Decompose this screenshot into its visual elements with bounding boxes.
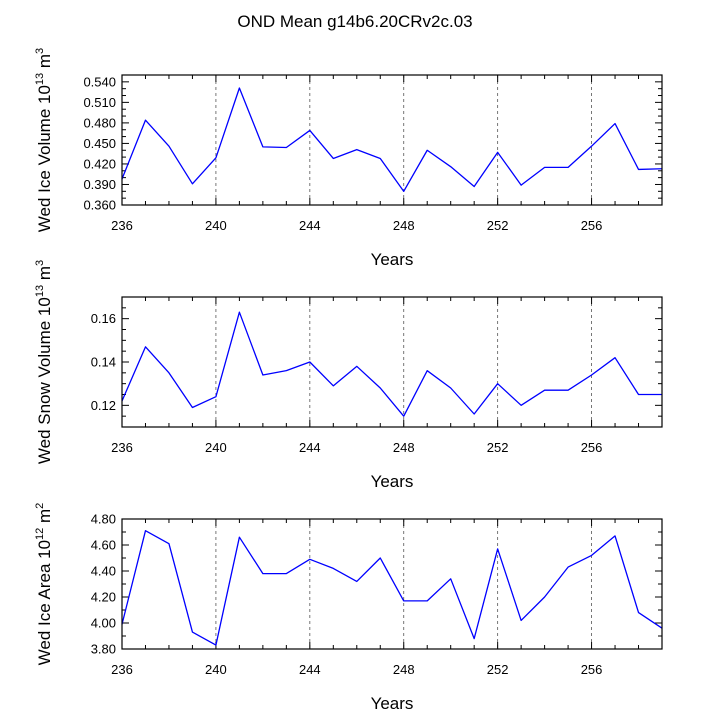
y-tick-label: 0.360 <box>83 198 116 213</box>
y-axis-title-text: Wed Ice Area 10 <box>35 540 54 665</box>
x-tick-label: 240 <box>205 662 227 677</box>
x-tick-label: 256 <box>581 218 603 233</box>
plot-frame <box>121 296 663 428</box>
y-tick-label: 4.80 <box>91 512 116 527</box>
y-axis-title: Wed Ice Area 1012 m2 <box>34 503 54 666</box>
y-axis-title-unit-exponent: 2 <box>34 503 46 509</box>
y-axis-title-unit-exponent: 3 <box>34 260 46 266</box>
y-tick-label: 3.80 <box>91 642 116 657</box>
x-tick-label: 240 <box>205 218 227 233</box>
y-axis-title-unit: m <box>35 509 54 528</box>
y-axis-title-unit: m <box>35 266 54 285</box>
y-axis-title-unit-exponent: 3 <box>34 48 46 54</box>
y-tick-label: 0.450 <box>83 136 116 151</box>
x-tick-label: 244 <box>299 662 321 677</box>
x-tick-label: 256 <box>581 662 603 677</box>
y-axis-title: Wed Snow Volume 1013 m3 <box>34 260 54 464</box>
y-tick-label: 4.00 <box>91 616 116 631</box>
y-tick-label: 0.420 <box>83 156 116 171</box>
x-axis-title: Years <box>371 694 414 710</box>
x-tick-label: 236 <box>111 440 133 455</box>
x-tick-label: 248 <box>393 662 415 677</box>
y-axis-title-exponent: 13 <box>34 73 46 85</box>
y-axis-title-unit: m <box>35 54 54 73</box>
x-tick-label: 244 <box>299 440 321 455</box>
y-tick-label: 0.510 <box>83 95 116 110</box>
x-axis-title: Years <box>371 472 414 491</box>
y-tick-label: 0.390 <box>83 177 116 192</box>
y-tick-label: 0.540 <box>83 74 116 89</box>
x-tick-label: 248 <box>393 440 415 455</box>
x-tick-label: 240 <box>205 440 227 455</box>
y-tick-label: 0.14 <box>91 355 116 370</box>
axis-ticks <box>121 74 663 206</box>
y-tick-label: 0.16 <box>91 311 116 326</box>
x-tick-label: 252 <box>487 662 509 677</box>
y-tick-label: 4.40 <box>91 564 116 579</box>
panel-ice-area: 3.80 4.00 4.20 4.40 4.60 4.80 236 240 244 248 252 2… <box>34 503 663 710</box>
axis-ticks <box>121 296 663 428</box>
y-axis-title-exponent: 13 <box>34 285 46 297</box>
y-axis-title-exponent: 12 <box>34 528 46 540</box>
x-tick-label: 236 <box>111 662 133 677</box>
plot-frame <box>121 518 663 650</box>
panel-snow-volume: 0.12 0.14 0.16 236 240 244 248 252 256 Years Wed S… <box>34 260 663 491</box>
x-tick-label: 248 <box>393 218 415 233</box>
y-tick-label: 4.60 <box>91 538 116 553</box>
series-line <box>121 311 662 417</box>
panel-ice-volume: 0.360 0.390 0.420 0.450 0.480 0.510 0.540 236 24… <box>34 48 663 269</box>
x-axis-title: Years <box>371 250 414 269</box>
series-line <box>121 87 663 192</box>
y-tick-label: 0.480 <box>83 115 116 130</box>
axis-ticks <box>121 518 663 650</box>
chart-title: OND Mean g14b6.20CRv2c.03 <box>237 12 472 31</box>
x-tick-label: 236 <box>111 218 133 233</box>
x-tick-label: 256 <box>581 440 603 455</box>
y-axis-title-text: Wed Ice Volume 10 <box>35 85 54 232</box>
plot-frame <box>121 74 663 206</box>
y-tick-label: 4.20 <box>91 590 116 605</box>
series-line <box>121 530 663 646</box>
x-tick-label: 244 <box>299 218 321 233</box>
y-axis-title-text: Wed Snow Volume 10 <box>35 297 54 464</box>
x-tick-label: 252 <box>487 218 509 233</box>
x-tick-label: 252 <box>487 440 509 455</box>
y-tick-label: 0.12 <box>91 398 116 413</box>
y-axis-title: Wed Ice Volume 1013 m3 <box>34 48 54 232</box>
